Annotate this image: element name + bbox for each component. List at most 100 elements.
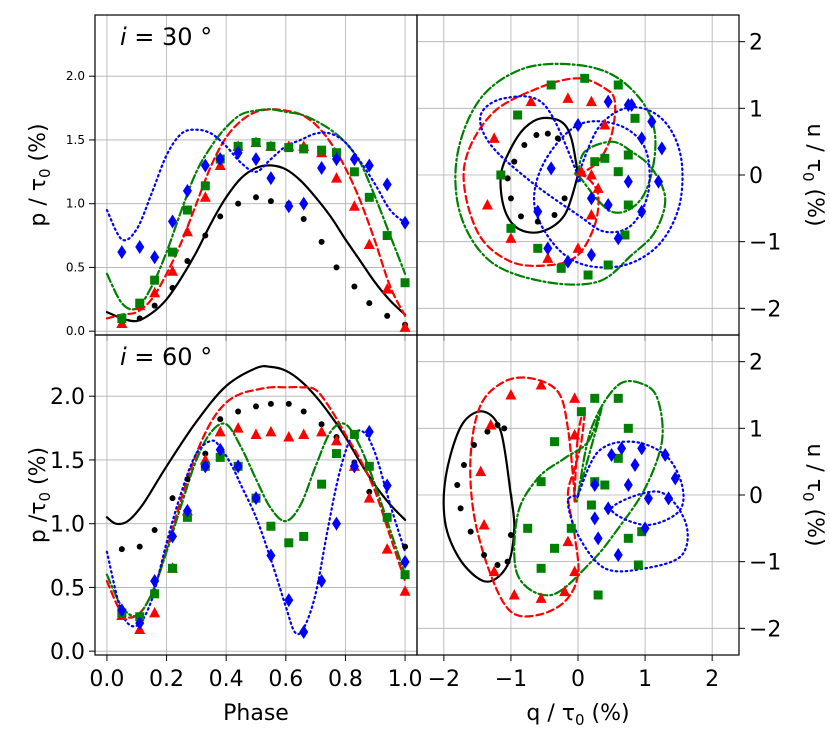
ylabel: u / τ0 (%) — [799, 123, 827, 226]
point-obs-blue — [299, 625, 309, 640]
point-obs-blue — [332, 516, 341, 531]
point-obs-green — [182, 205, 192, 215]
xlabel: Phase — [223, 701, 289, 726]
xtick-label: 0.0 — [89, 667, 124, 692]
point-obs-blue — [546, 161, 556, 176]
point-obs-black — [511, 158, 518, 165]
point-obs-green — [623, 150, 633, 160]
xtick-label: 0.4 — [209, 667, 244, 692]
point-obs-blue — [627, 98, 637, 112]
point-obs-green — [623, 533, 633, 543]
point-obs-blue — [647, 114, 657, 129]
point-obs-red — [265, 425, 277, 437]
point-obs-black — [169, 495, 176, 502]
point-obs-green — [284, 143, 294, 153]
point-obs-red — [181, 225, 193, 237]
point-obs-green — [496, 170, 506, 180]
point-obs-blue — [233, 145, 243, 160]
point-obs-blue — [637, 131, 647, 146]
point-obs-blue — [654, 174, 663, 189]
point-obs-blue — [215, 442, 225, 457]
point-obs-blue — [215, 152, 225, 167]
axis-label-part: 0 — [575, 711, 585, 729]
point-obs-green — [382, 512, 392, 522]
point-obs-black — [118, 546, 125, 553]
point-obs-red — [331, 434, 342, 446]
ytick-label: 0.5 — [50, 576, 85, 601]
point-obs-black — [151, 302, 158, 309]
point-obs-green — [583, 270, 593, 280]
point-obs-black — [494, 422, 501, 428]
ytick-label: −2 — [749, 297, 781, 322]
point-obs-red — [575, 165, 587, 177]
panel-top-left: 0.0 0.5 1.0 1.5 2.0 p / τ0 (%) i = 30 ° — [26, 14, 418, 341]
ytick-label: −1 — [749, 551, 781, 576]
point-obs-red — [381, 543, 393, 554]
point-obs-green — [600, 153, 610, 163]
point-obs-blue — [400, 554, 410, 569]
point-obs-red — [488, 132, 500, 143]
point-obs-blue — [332, 152, 341, 167]
point-obs-black — [521, 142, 528, 148]
point-obs-black — [151, 527, 158, 534]
point-obs-green — [150, 275, 160, 285]
point-obs-black — [136, 543, 143, 550]
point-obs-black — [235, 200, 242, 207]
point-obs-green — [382, 231, 392, 241]
axis-label-part: q / τ — [526, 701, 575, 726]
point-obs-blue — [586, 191, 596, 206]
point-obs-black — [517, 213, 524, 220]
point-obs-blue — [607, 448, 617, 462]
point-obs-red — [585, 95, 597, 107]
point-obs-red — [481, 199, 493, 210]
point-obs-green — [200, 181, 210, 191]
point-obs-red — [363, 238, 375, 249]
axis-label-part: (%) — [802, 182, 827, 227]
point-obs-red — [585, 169, 597, 180]
point-obs-blue — [573, 118, 583, 132]
point-obs-green — [630, 113, 640, 123]
ytick-label: −1 — [749, 231, 781, 256]
point-obs-green — [317, 479, 327, 489]
point-obs-red — [232, 422, 244, 433]
axis-label-part: (%) — [802, 502, 827, 547]
point-obs-blue — [543, 241, 553, 256]
point-obs-green — [593, 590, 603, 600]
ytick-label: 1.0 — [66, 197, 85, 211]
point-obs-red — [535, 592, 547, 603]
ytick-label: 2 — [749, 31, 763, 56]
point-obs-black — [504, 558, 511, 565]
point-obs-red — [149, 286, 161, 298]
point-obs-blue — [617, 441, 627, 456]
point-obs-red — [283, 430, 295, 442]
point-obs-green — [332, 449, 341, 459]
point-obs-blue — [533, 204, 543, 219]
point-obs-green — [590, 157, 600, 167]
axis-label-part: 0 — [36, 492, 54, 502]
point-obs-black — [471, 442, 478, 448]
ytick-label: 1.5 — [66, 133, 85, 147]
ytick-label: 0.0 — [50, 640, 85, 665]
point-obs-black — [507, 195, 514, 202]
point-obs-red — [363, 492, 375, 503]
point-obs-blue — [150, 574, 160, 589]
point-obs-blue — [135, 240, 145, 255]
point-obs-black — [318, 238, 325, 245]
plot-area — [105, 365, 411, 640]
point-obs-green — [613, 393, 623, 403]
point-obs-green — [299, 144, 309, 154]
point-obs-red — [592, 182, 604, 193]
point-obs-blue — [349, 459, 359, 474]
point-obs-red — [569, 392, 581, 403]
point-obs-red — [250, 428, 262, 439]
point-obs-red — [399, 585, 411, 596]
point-obs-black — [285, 400, 292, 407]
point-obs-red — [485, 419, 497, 430]
point-obs-red — [508, 589, 520, 600]
point-obs-blue — [664, 491, 674, 506]
point-obs-green — [513, 110, 523, 120]
point-obs-black — [554, 135, 561, 142]
panel-title: i = 60 ° — [120, 343, 212, 371]
